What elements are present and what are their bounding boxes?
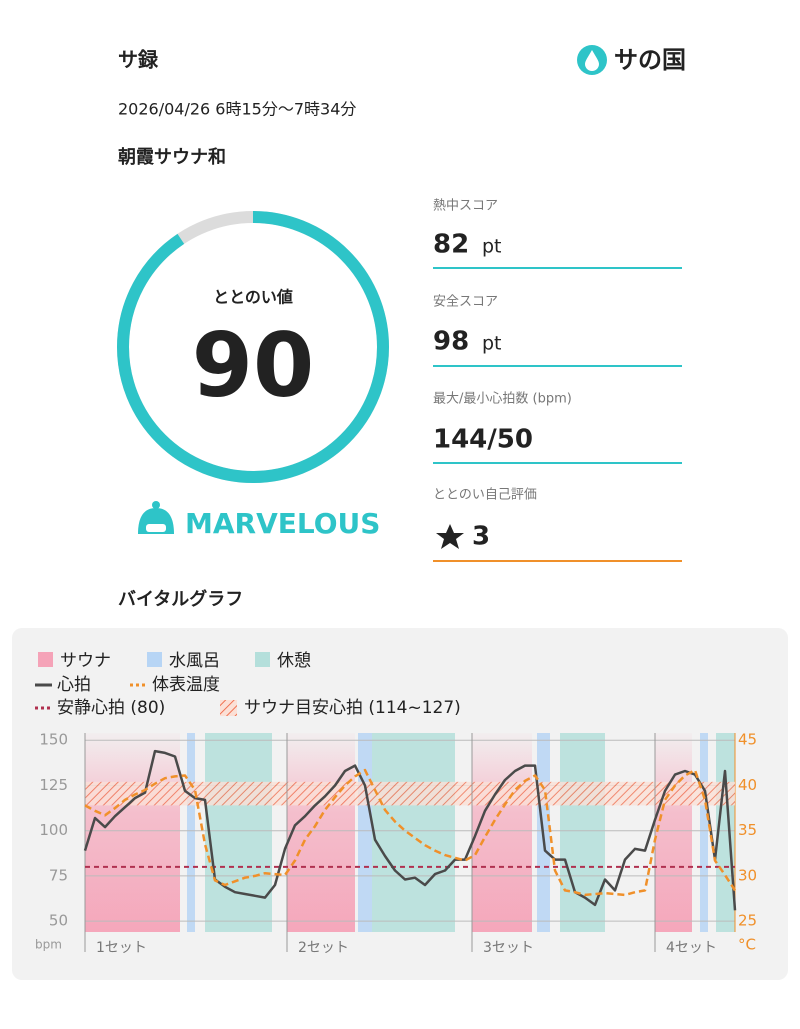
y-tick-label: 125 [39, 776, 68, 794]
score-label: 熱中スコア [433, 199, 498, 214]
vital-chart: 50 75 100 125 150 25 30 35 40 45 bpm °C 1セット 2セット 3セット… [35, 651, 757, 956]
y-unit: bpm [35, 938, 62, 952]
y-tick-label: 75 [49, 866, 68, 884]
score-value: 82 [433, 230, 469, 260]
score-value: 144/50 [433, 425, 533, 455]
set-label: 1セット [96, 940, 147, 956]
score-label: 最大/最小心拍数 (bpm) [433, 392, 572, 407]
legend-swatch [147, 652, 162, 667]
set-label: 3セット [483, 940, 534, 956]
y2-unit: °C [738, 936, 756, 954]
phase-band [700, 733, 708, 932]
date: 2026/04/26 6時15分〜7時34分 [118, 100, 356, 119]
series-line [83, 749, 737, 911]
phase-band [472, 733, 532, 932]
legend-swatch [255, 652, 270, 667]
y-tick-label: 50 [49, 912, 68, 930]
phase-band [205, 733, 272, 932]
legend-label: 体表温度 [152, 675, 220, 695]
y2-tick-label: 40 [738, 776, 757, 794]
score-label: ととのい自己評価 [433, 488, 537, 503]
scores: 熱中スコア 82 pt 安全スコア 98 pt 最大/最小心拍数 (bpm) 1… [433, 199, 682, 562]
gauge-value: 90 [192, 314, 314, 417]
page-title: サ録 [118, 48, 159, 72]
legend-label: 水風呂 [169, 651, 220, 671]
set-label: 4セット [666, 940, 717, 956]
series-line [84, 768, 737, 897]
score-value: 3 [472, 522, 490, 552]
legend-swatch [220, 700, 237, 716]
rank-icon [138, 501, 174, 534]
gauge-arc [117, 211, 389, 483]
phase-band [187, 733, 195, 932]
score-unit: pt [482, 236, 502, 258]
facility: 朝霞サウナ和 [118, 146, 226, 168]
y-tick-label: 100 [39, 821, 68, 839]
score-label: 安全スコア [433, 295, 498, 310]
phase-band [85, 733, 180, 932]
phase-band [560, 733, 605, 932]
target-band [85, 781, 735, 806]
score-unit: pt [482, 333, 502, 355]
legend-label: サウナ [60, 651, 111, 671]
logo-drop [585, 50, 599, 71]
legend-label: サウナ目安心拍 (114~127) [244, 698, 461, 718]
logo: サの国 [577, 45, 686, 75]
helmet-top [152, 501, 160, 509]
legend-label: 心拍 [57, 675, 91, 695]
phase-band [358, 733, 372, 932]
star-icon [436, 524, 464, 549]
phase-band [287, 733, 355, 932]
logo-text: サの国 [614, 46, 686, 74]
y2-tick-label: 35 [738, 821, 757, 839]
y-tick-label: 150 [39, 731, 68, 749]
score-value: 98 [433, 327, 469, 357]
phase-band [655, 733, 692, 932]
legend-label: 休憩 [277, 651, 311, 671]
gauge-label: ととのい値 [213, 288, 293, 307]
phase-band [372, 733, 455, 932]
helmet-face [146, 524, 166, 532]
section-title: バイタルグラフ [118, 588, 243, 610]
y2-tick-label: 25 [738, 912, 757, 930]
legend-swatch [38, 652, 53, 667]
gauge: ととのい値 90 [117, 211, 389, 483]
set-label: 2セット [298, 940, 349, 956]
legend-label: 安静心拍 (80) [57, 698, 165, 718]
rank: MARVELOUS [185, 507, 380, 540]
y2-tick-label: 45 [738, 731, 757, 749]
y2-tick-label: 30 [738, 866, 757, 884]
